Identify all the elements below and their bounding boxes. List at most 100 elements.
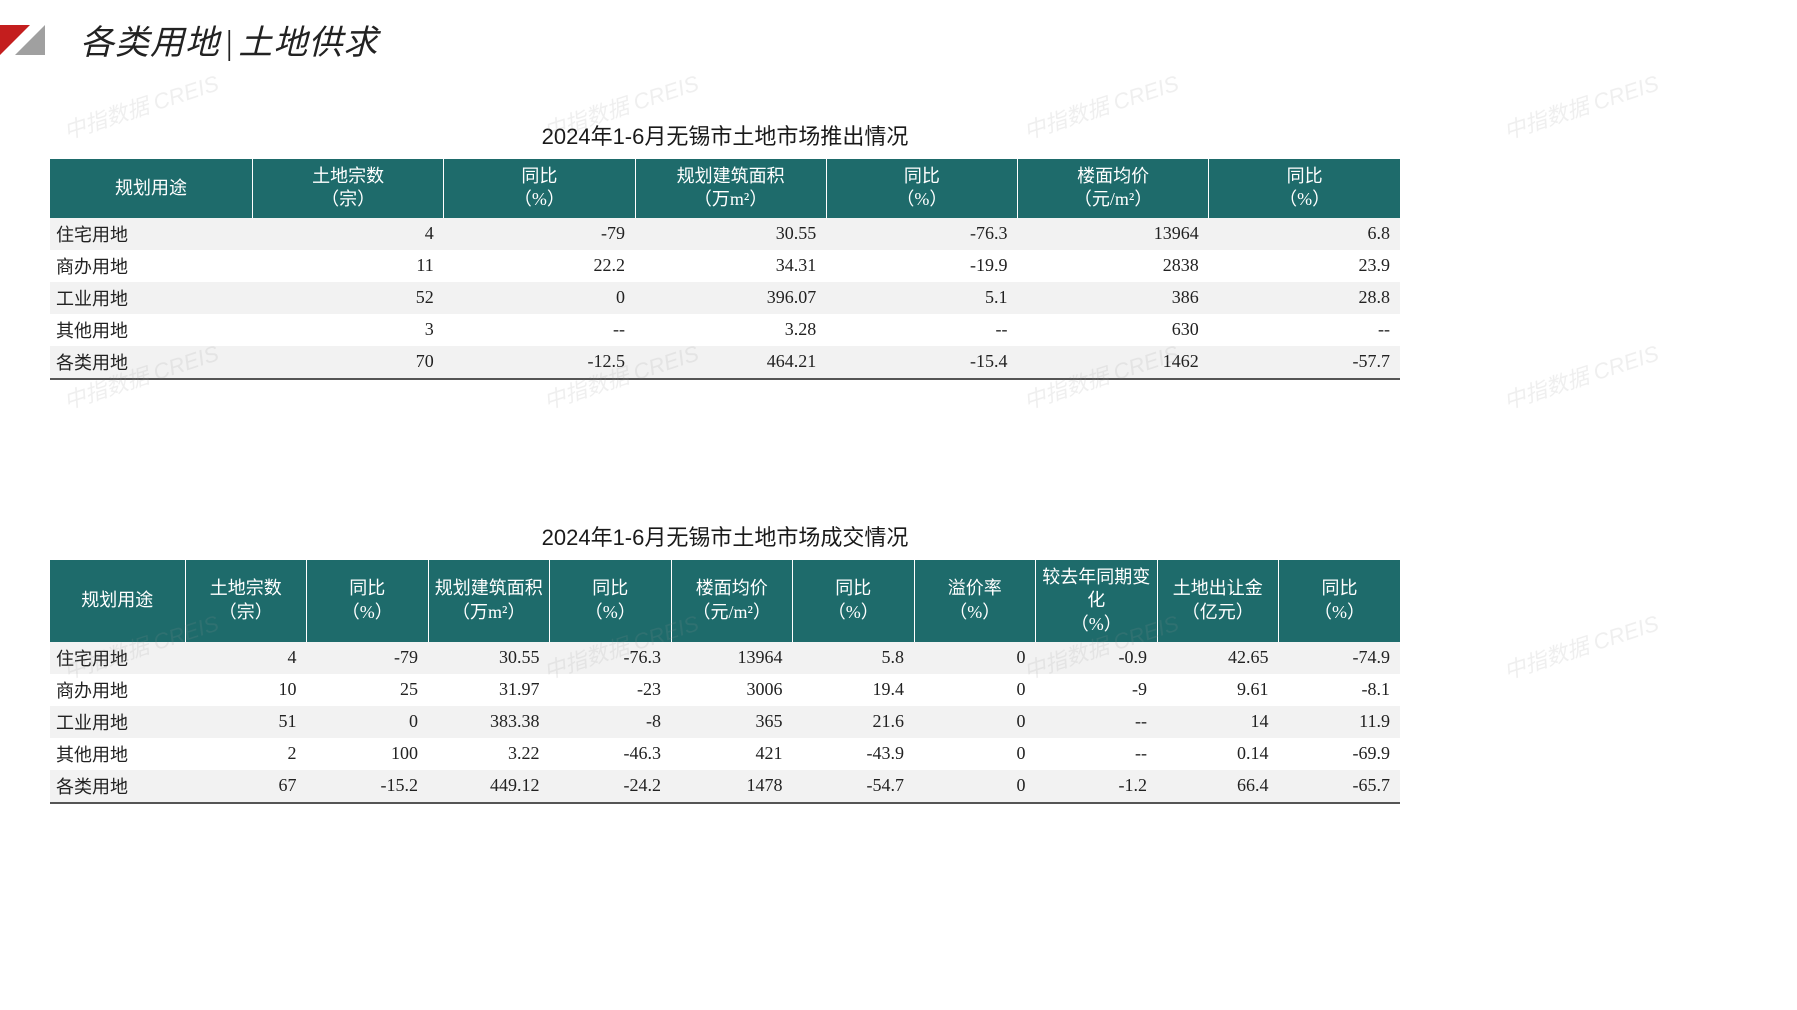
table-row: 住宅用地4-7930.55-76.3139645.80-0.942.65-74.… xyxy=(50,642,1400,674)
watermark: 中指数据 CREIS xyxy=(1499,606,1662,686)
column-header: 规划建筑面积（万m²） xyxy=(635,159,826,218)
table-cell: -1.2 xyxy=(1036,770,1158,803)
table-cell: 25 xyxy=(307,674,429,706)
table2-body: 住宅用地4-7930.55-76.3139645.80-0.942.65-74.… xyxy=(50,642,1400,803)
table-cell: 11.9 xyxy=(1279,706,1401,738)
table-cell: -19.9 xyxy=(826,250,1017,282)
column-header: 楼面均价（元/m²） xyxy=(1018,159,1209,218)
table-cell: 22.2 xyxy=(444,250,635,282)
table-cell: -9 xyxy=(1036,674,1158,706)
table-cell: -- xyxy=(826,314,1017,346)
table-cell: 30.55 xyxy=(635,218,826,250)
table-cell: -8 xyxy=(550,706,672,738)
table-cell: -23 xyxy=(550,674,672,706)
table-cell: -76.3 xyxy=(826,218,1017,250)
table-cell: 396.07 xyxy=(635,282,826,314)
table-cell: -0.9 xyxy=(1036,642,1158,674)
table-cell: -- xyxy=(1036,738,1158,770)
table-cell: 383.38 xyxy=(428,706,550,738)
table-row: 住宅用地4-7930.55-76.3139646.8 xyxy=(50,218,1400,250)
table-cell: -15.4 xyxy=(826,346,1017,379)
table-row: 其他用地21003.22-46.3421-43.90--0.14-69.9 xyxy=(50,738,1400,770)
table-cell: 商办用地 xyxy=(50,250,253,282)
table-cell: -8.1 xyxy=(1279,674,1401,706)
table-cell: -12.5 xyxy=(444,346,635,379)
table-cell: 3 xyxy=(253,314,444,346)
table-cell: 商办用地 xyxy=(50,674,185,706)
table-cell: 42.65 xyxy=(1157,642,1279,674)
table-cell: 51 xyxy=(185,706,307,738)
table-cell: -65.7 xyxy=(1279,770,1401,803)
title-separator: | xyxy=(224,25,234,62)
table-cell: 0 xyxy=(914,642,1036,674)
table-cell: 13964 xyxy=(671,642,793,674)
table-cell: -15.2 xyxy=(307,770,429,803)
table-cell: 100 xyxy=(307,738,429,770)
table-row: 商办用地102531.97-23300619.40-99.61-8.1 xyxy=(50,674,1400,706)
table-cell: 5.1 xyxy=(826,282,1017,314)
table-cell: 其他用地 xyxy=(50,314,253,346)
table-row: 工业用地510383.38-836521.60--1411.9 xyxy=(50,706,1400,738)
column-header: 溢价率（%） xyxy=(914,560,1036,642)
table-row: 各类用地67-15.2449.12-24.21478-54.70-1.266.4… xyxy=(50,770,1400,803)
table-cell: 464.21 xyxy=(635,346,826,379)
table-cell: 2838 xyxy=(1018,250,1209,282)
table-cell: 14 xyxy=(1157,706,1279,738)
table-cell: 13964 xyxy=(1018,218,1209,250)
table-cell: -- xyxy=(1209,314,1400,346)
table-cell: 其他用地 xyxy=(50,738,185,770)
column-header: 土地宗数（宗） xyxy=(253,159,444,218)
table-cell: 66.4 xyxy=(1157,770,1279,803)
column-header: 楼面均价（元/m²） xyxy=(671,560,793,642)
table1-body: 住宅用地4-7930.55-76.3139646.8商办用地1122.234.3… xyxy=(50,218,1400,379)
column-header: 规划用途 xyxy=(50,159,253,218)
table1-head: 规划用途土地宗数（宗）同比（%）规划建筑面积（万m²）同比（%）楼面均价（元/m… xyxy=(50,159,1400,218)
table-cell: 各类用地 xyxy=(50,770,185,803)
logo-icon xyxy=(0,25,60,55)
table-cell: 1478 xyxy=(671,770,793,803)
table-cell: 住宅用地 xyxy=(50,218,253,250)
table-cell: 0 xyxy=(914,706,1036,738)
table-cell: 各类用地 xyxy=(50,346,253,379)
column-header: 同比（%） xyxy=(444,159,635,218)
table-row: 各类用地70-12.5464.21-15.41462-57.7 xyxy=(50,346,1400,379)
table-cell: 0 xyxy=(307,706,429,738)
table-cell: -- xyxy=(444,314,635,346)
table-cell: -69.9 xyxy=(1279,738,1401,770)
title-sub: 土地供求 xyxy=(238,25,378,62)
column-header: 土地宗数（宗） xyxy=(185,560,307,642)
table2-wrap: 规划用途土地宗数（宗）同比（%）规划建筑面积（万m²）同比（%）楼面均价（元/m… xyxy=(50,560,1400,804)
column-header: 同比（%） xyxy=(826,159,1017,218)
table-cell: 11 xyxy=(253,250,444,282)
table-cell: 2 xyxy=(185,738,307,770)
table-cell: 0 xyxy=(914,738,1036,770)
table-cell: -76.3 xyxy=(550,642,672,674)
column-header: 规划用途 xyxy=(50,560,185,642)
column-header: 同比（%） xyxy=(550,560,672,642)
column-header: 土地出让金（亿元） xyxy=(1157,560,1279,642)
page-header: 各类用地|土地供求 xyxy=(0,0,1797,64)
table-cell: 工业用地 xyxy=(50,706,185,738)
table-cell: 421 xyxy=(671,738,793,770)
table-cell: 10 xyxy=(185,674,307,706)
table-row: 商办用地1122.234.31-19.9283823.9 xyxy=(50,250,1400,282)
table-cell: 3.22 xyxy=(428,738,550,770)
table-cell: -79 xyxy=(307,642,429,674)
table-cell: 28.8 xyxy=(1209,282,1400,314)
column-header: 同比（%） xyxy=(1279,560,1401,642)
table1-wrap: 规划用途土地宗数（宗）同比（%）规划建筑面积（万m²）同比（%）楼面均价（元/m… xyxy=(50,159,1400,380)
table-cell: 0 xyxy=(444,282,635,314)
table-row: 工业用地520396.075.138628.8 xyxy=(50,282,1400,314)
table-cell: 34.31 xyxy=(635,250,826,282)
title-main: 各类用地 xyxy=(80,25,220,62)
table-cell: 5.8 xyxy=(793,642,915,674)
table-cell: 工业用地 xyxy=(50,282,253,314)
table-cell: 9.61 xyxy=(1157,674,1279,706)
table-cell: 3.28 xyxy=(635,314,826,346)
table-cell: -- xyxy=(1036,706,1158,738)
table-cell: -79 xyxy=(444,218,635,250)
watermark: 中指数据 CREIS xyxy=(1499,336,1662,416)
table-cell: -24.2 xyxy=(550,770,672,803)
column-header: 同比（%） xyxy=(793,560,915,642)
table-cell: 0 xyxy=(914,770,1036,803)
